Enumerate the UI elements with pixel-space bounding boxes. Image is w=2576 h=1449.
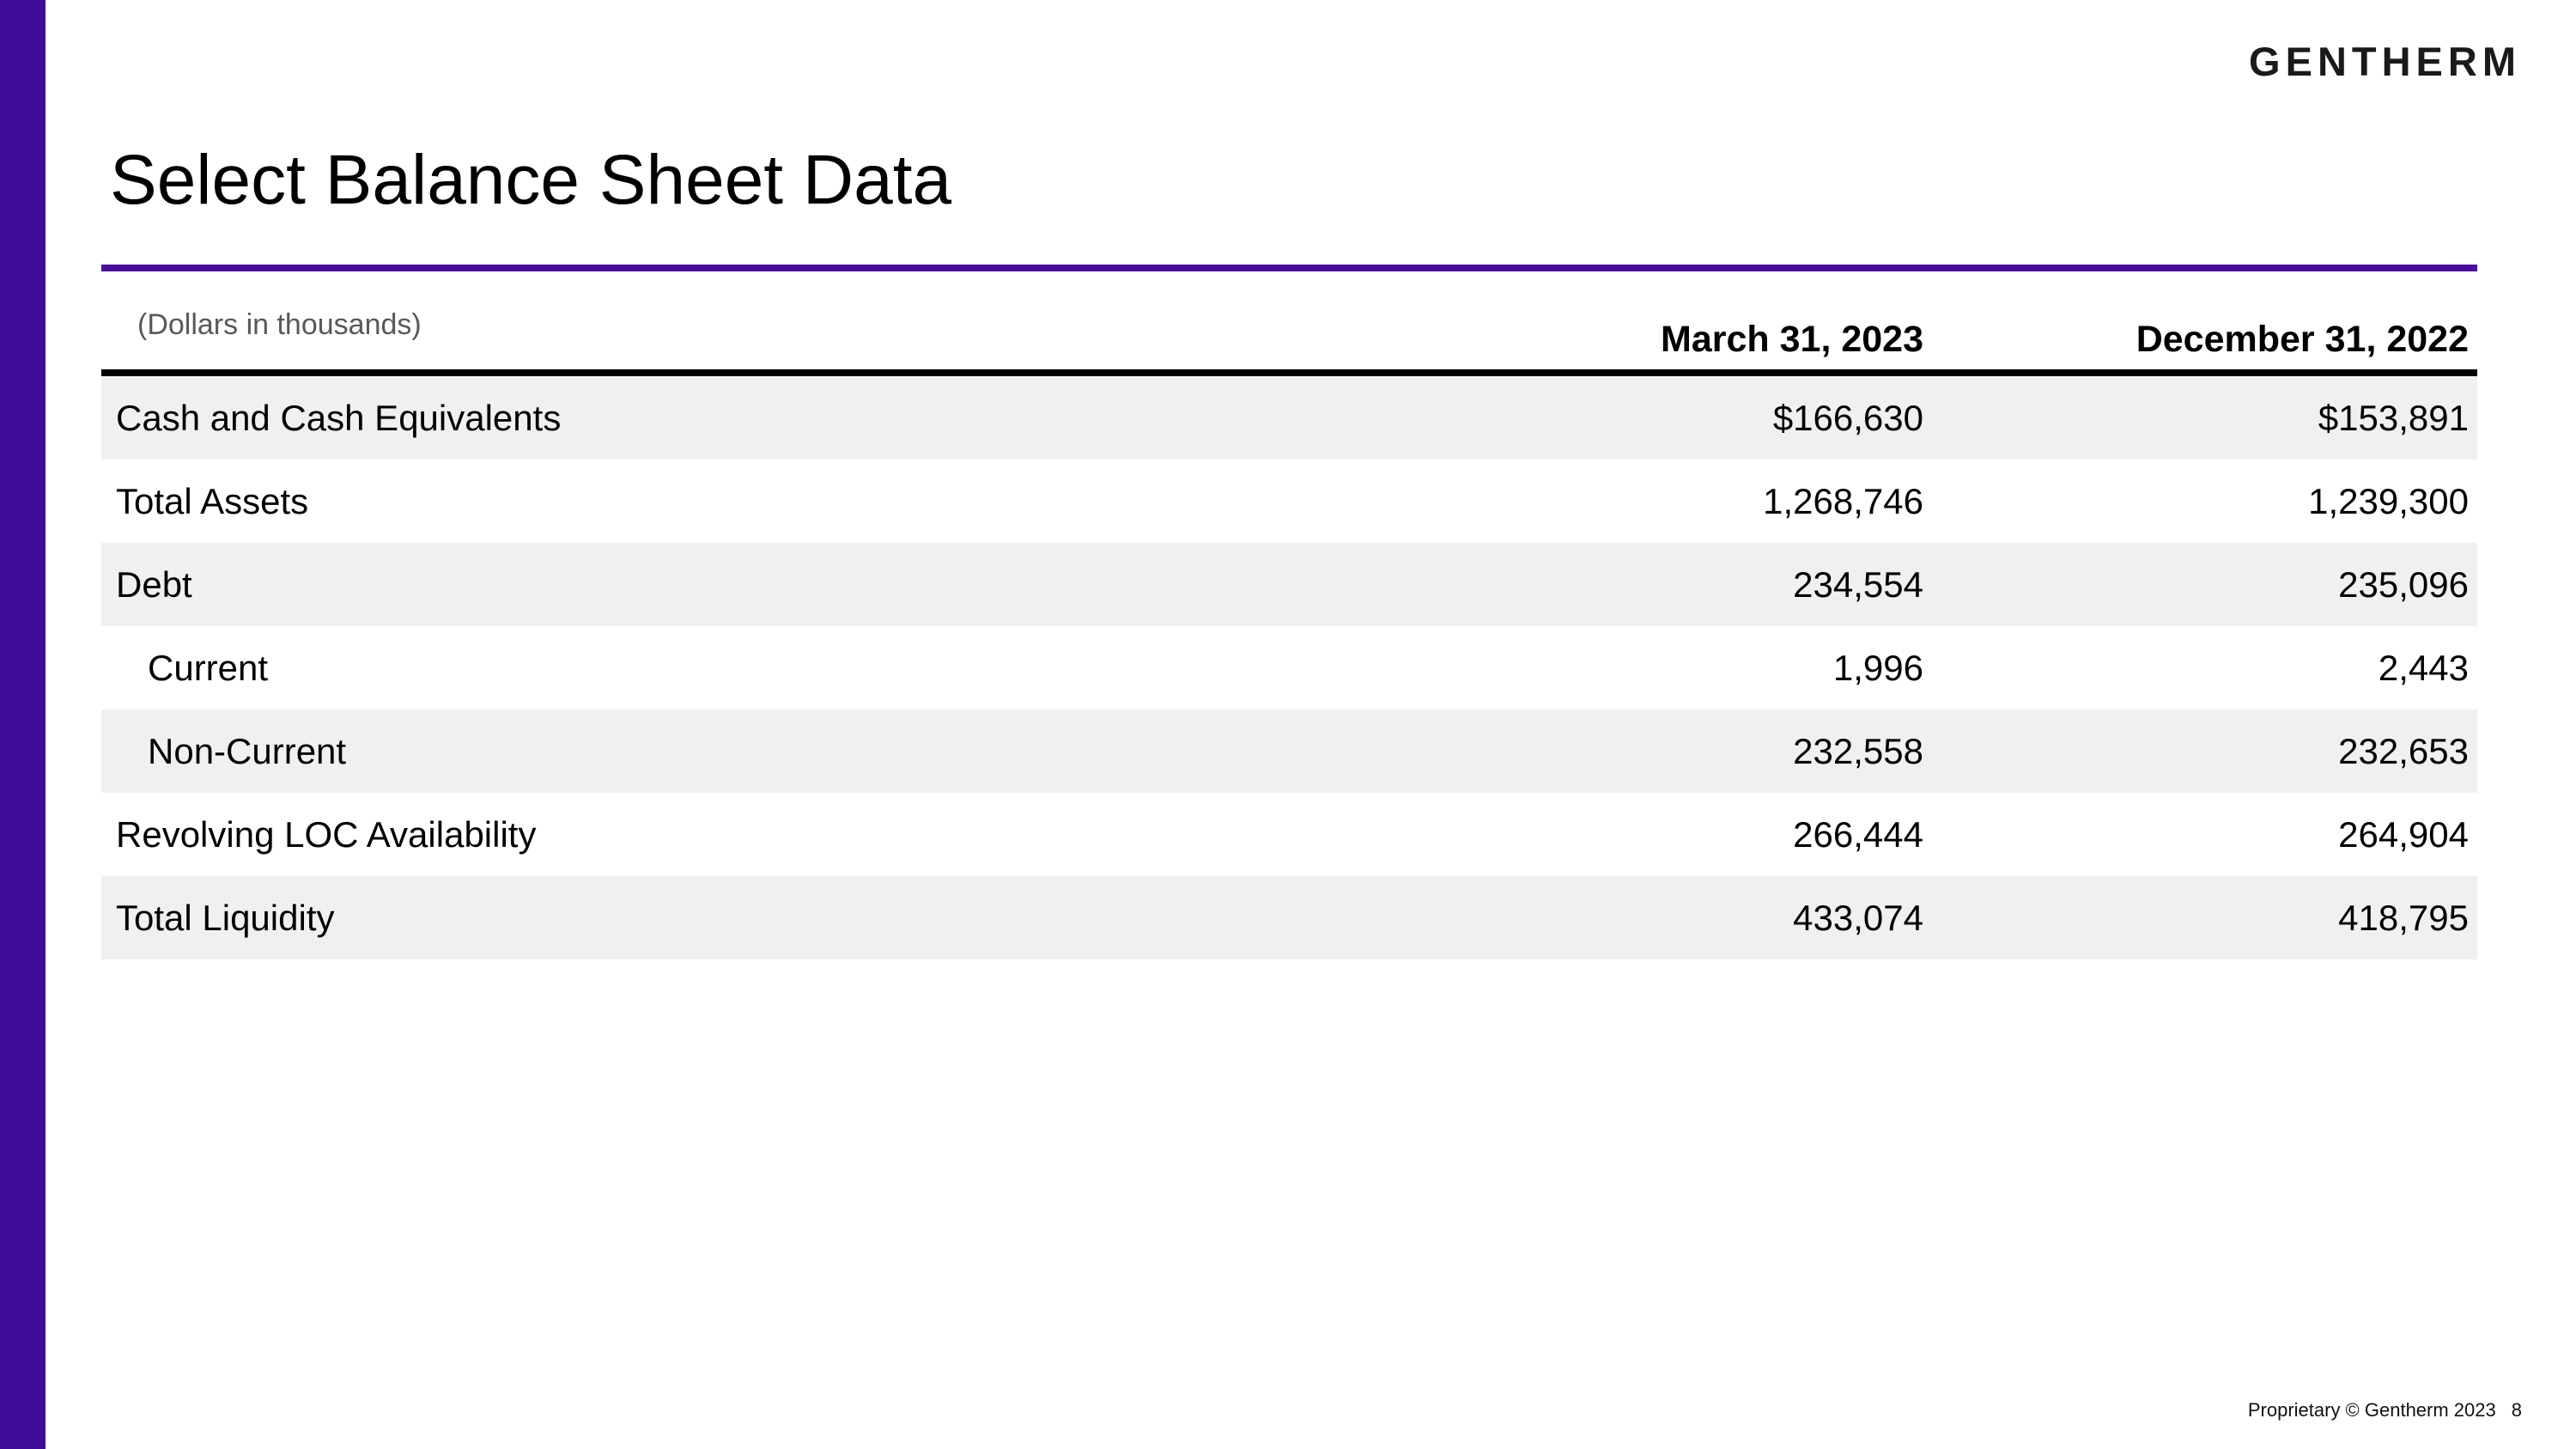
row-value-2022: 418,795	[2338, 897, 2469, 938]
balance-sheet-table: (Dollars in thousands) March 31, 2023 De…	[101, 271, 2477, 959]
proprietary-notice: Proprietary © Gentherm 2023	[2247, 1399, 2496, 1421]
column-header-march-2023: March 31, 2023	[1661, 319, 1923, 360]
row-value-2023: 266,444	[1793, 813, 1923, 855]
row-value-2023: 232,558	[1793, 730, 1923, 771]
row-value-2022: $153,891	[2318, 397, 2469, 438]
units-note: (Dollars in thousands)	[137, 308, 422, 341]
row-label: Total Liquidity	[116, 897, 335, 938]
row-value-2022: 235,096	[2338, 563, 2469, 605]
row-value-2023: 1,268,746	[1763, 480, 1923, 521]
row-value-2023: $166,630	[1772, 397, 1923, 438]
table-row: Cash and Cash Equivalents $166,630 $153,…	[101, 376, 2477, 460]
row-label: Current	[148, 647, 269, 688]
row-value-2022: 232,653	[2338, 730, 2469, 771]
table-row: Debt 234,554 235,096	[101, 543, 2477, 626]
gentherm-logo: GENTHERM	[2249, 39, 2521, 84]
row-value-2023: 433,074	[1793, 897, 1923, 938]
row-value-2022: 264,904	[2338, 813, 2469, 855]
title-divider-rule	[101, 265, 2477, 271]
row-label: Debt	[116, 563, 192, 605]
table-row: Current 1,996 2,443	[101, 626, 2477, 709]
row-value-2023: 1,996	[1832, 647, 1923, 688]
slide-footer: Proprietary © Gentherm 2023 8	[2248, 1399, 2522, 1422]
accent-sidebar	[0, 0, 46, 1449]
row-value-2022: 2,443	[2378, 647, 2469, 688]
row-label: Total Assets	[116, 480, 309, 521]
row-value-2022: 1,239,300	[2308, 480, 2469, 521]
row-label: Revolving LOC Availability	[116, 813, 537, 855]
page-title: Select Balance Sheet Data	[110, 140, 952, 219]
table-row: Total Liquidity 433,074 418,795	[101, 876, 2477, 959]
table-row: Revolving LOC Availability 266,444 264,9…	[101, 793, 2477, 876]
row-value-2023: 234,554	[1793, 563, 1923, 605]
table-header-row: (Dollars in thousands) March 31, 2023 De…	[101, 271, 2477, 376]
page-number: 8	[2511, 1399, 2522, 1421]
column-header-december-2022: December 31, 2022	[2136, 319, 2469, 360]
row-label: Non-Current	[148, 730, 347, 771]
row-label: Cash and Cash Equivalents	[116, 397, 562, 438]
table-row: Total Assets 1,268,746 1,239,300	[101, 460, 2477, 543]
table-row: Non-Current 232,558 232,653	[101, 709, 2477, 793]
